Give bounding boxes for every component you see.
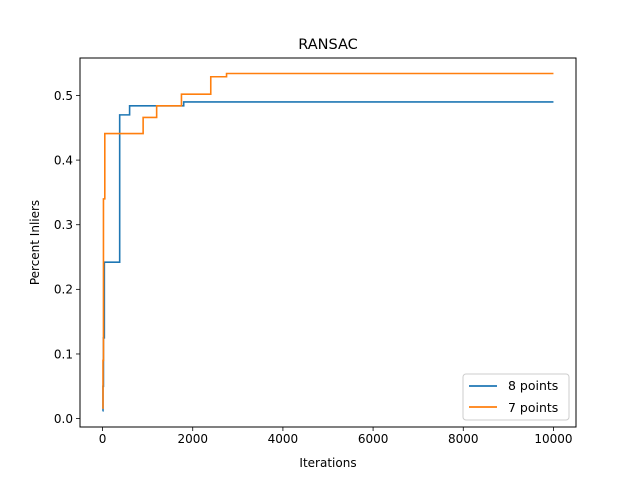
x-tick-label: 10000: [534, 432, 572, 446]
y-axis: 0.0 0.1 0.2 0.3 0.4 0.5: [54, 89, 80, 426]
chart-title: RANSAC: [298, 37, 358, 53]
x-axis: 0 2000 4000 6000 8000 10000: [99, 427, 573, 446]
x-tick-label: 0: [99, 432, 107, 446]
legend: 8 points 7 points: [462, 373, 570, 421]
y-tick-label: 0.3: [54, 218, 73, 232]
x-tick-label: 6000: [358, 432, 389, 446]
series-layer: [102, 72, 554, 412]
x-tick-label: 2000: [177, 432, 208, 446]
plot-area: [79, 57, 577, 428]
legend-label-7-points: 7 points: [508, 400, 558, 415]
legend-label-8-points: 8 points: [508, 378, 558, 393]
y-axis-label: Percent Inliers: [28, 200, 42, 285]
y-tick-label: 0.5: [54, 89, 73, 103]
y-tick-label: 0.1: [54, 347, 73, 361]
x-axis-label: Iterations: [299, 456, 356, 470]
y-tick-label: 0.4: [54, 153, 73, 167]
y-tick-label: 0.0: [54, 412, 73, 426]
x-tick-label: 4000: [268, 432, 299, 446]
x-tick-label: 8000: [448, 432, 479, 446]
series-line-7-points: [102, 72, 554, 410]
y-tick-label: 0.2: [54, 283, 73, 297]
plot-frame: [79, 57, 577, 428]
